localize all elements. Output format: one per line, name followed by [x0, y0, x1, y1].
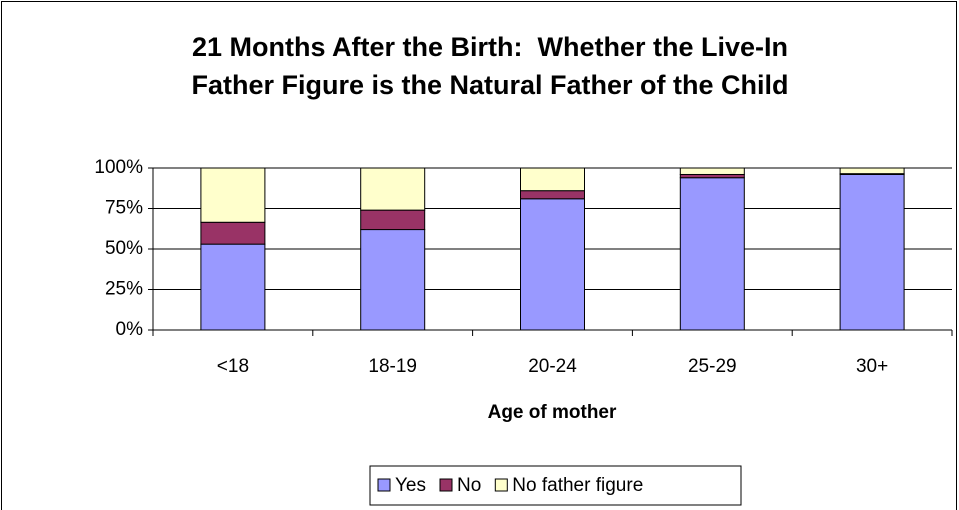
- y-tick-label: 0%: [116, 319, 144, 340]
- bar-segment: [360, 209, 426, 231]
- bar-segment: [520, 167, 585, 192]
- bar-segment: [679, 177, 745, 331]
- legend-swatch: [494, 478, 508, 492]
- y-tick-label: 75%: [105, 198, 143, 219]
- x-tick-label: 25-29: [688, 356, 737, 377]
- bar-segment: [200, 221, 266, 245]
- y-tick-label: 25%: [105, 279, 143, 300]
- legend-label: No father figure: [512, 475, 643, 496]
- x-axis-label: Age of mother: [488, 402, 617, 423]
- chart-title: 21 Months After the Birth: Whether the L…: [192, 32, 788, 62]
- chart-title: Father Figure is the Natural Father of t…: [191, 70, 788, 100]
- x-tick-label: <18: [217, 356, 249, 377]
- bar-segment: [200, 167, 266, 223]
- bar-segment: [520, 198, 585, 331]
- y-tick-label: 100%: [94, 157, 143, 178]
- x-tick-label: 18-19: [368, 356, 417, 377]
- legend-box: [369, 465, 742, 506]
- legend-swatch: [439, 478, 453, 492]
- y-tick-label: 50%: [105, 238, 143, 259]
- bar-segment: [839, 167, 905, 175]
- legend-label: Yes: [395, 475, 426, 496]
- bar-segment: [360, 229, 426, 331]
- bar-segment: [520, 190, 585, 200]
- bar-segment: [679, 167, 745, 175]
- bar-segment: [360, 167, 426, 211]
- x-tick-label: 30+: [856, 356, 888, 377]
- bar-segment: [839, 173, 905, 331]
- legend-label: No: [457, 475, 481, 496]
- x-tick-label: 20-24: [528, 356, 577, 377]
- legend-swatch: [377, 478, 391, 492]
- bar-segment: [200, 243, 266, 331]
